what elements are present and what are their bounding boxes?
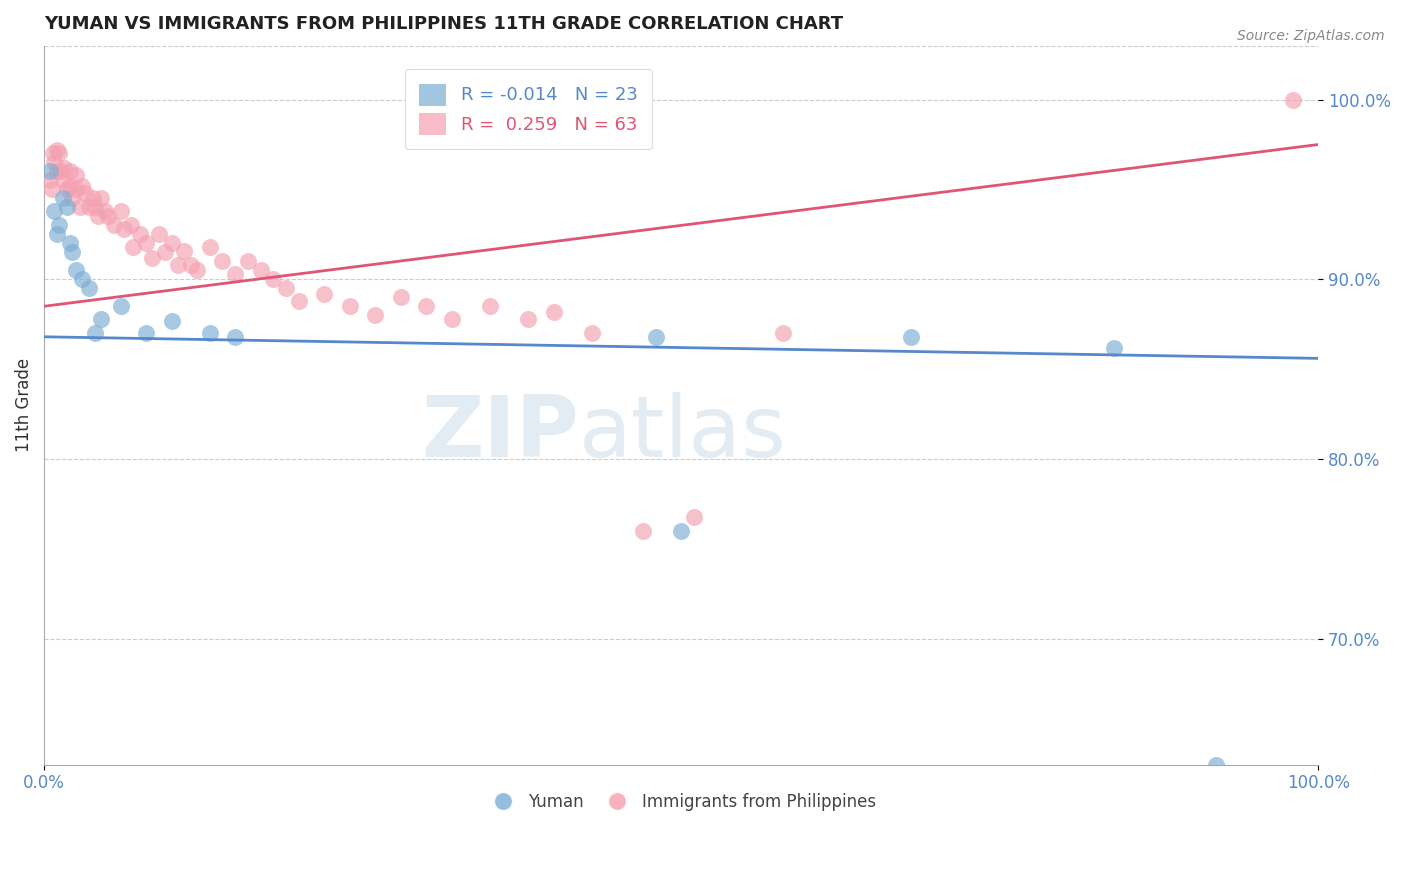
Point	[65, 263, 87, 277]
Point	[1281, 93, 1303, 107]
Point	[56, 201, 79, 215]
Point	[44, 155, 66, 169]
Point	[60, 245, 83, 260]
Point	[84, 326, 107, 341]
Point	[276, 281, 298, 295]
Point	[224, 267, 246, 281]
Point	[72, 178, 94, 193]
Point	[198, 240, 221, 254]
Point	[73, 186, 96, 200]
Point	[84, 201, 107, 215]
Point	[48, 219, 70, 233]
Point	[97, 210, 120, 224]
Point	[262, 272, 284, 286]
Point	[94, 204, 117, 219]
Point	[42, 146, 65, 161]
Point	[77, 201, 100, 215]
Point	[58, 236, 80, 251]
Point	[148, 227, 170, 242]
Point	[160, 313, 183, 327]
Point	[72, 272, 94, 286]
Point	[683, 509, 706, 524]
Point	[167, 258, 190, 272]
Point	[479, 299, 502, 313]
Point	[39, 173, 62, 187]
Point	[236, 254, 259, 268]
Point	[128, 227, 150, 242]
Text: atlas: atlas	[579, 392, 787, 475]
Point	[58, 178, 80, 193]
Point	[45, 227, 67, 242]
Point	[644, 330, 666, 344]
Point	[1205, 757, 1227, 772]
Point	[69, 201, 91, 215]
Text: YUMAN VS IMMIGRANTS FROM PHILIPPINES 11TH GRADE CORRELATION CHART: YUMAN VS IMMIGRANTS FROM PHILIPPINES 11T…	[44, 15, 844, 33]
Point	[1104, 341, 1126, 355]
Point	[440, 311, 463, 326]
Point	[48, 146, 70, 161]
Point	[110, 299, 132, 313]
Point	[141, 251, 163, 265]
Point	[110, 204, 132, 219]
Point	[58, 164, 80, 178]
Point	[86, 210, 108, 224]
Point	[122, 240, 145, 254]
Point	[77, 281, 100, 295]
Point	[90, 311, 112, 326]
Point	[90, 191, 112, 205]
Point	[45, 164, 67, 178]
Point	[103, 219, 125, 233]
Y-axis label: 11th Grade: 11th Grade	[15, 358, 32, 452]
Point	[249, 263, 271, 277]
Point	[112, 222, 135, 236]
Point	[581, 326, 603, 341]
Text: Source: ZipAtlas.com: Source: ZipAtlas.com	[1237, 29, 1385, 43]
Point	[135, 326, 157, 341]
Point	[49, 164, 72, 178]
Point	[389, 290, 412, 304]
Point	[198, 326, 221, 341]
Point	[415, 299, 437, 313]
Point	[45, 143, 67, 157]
Text: ZIP: ZIP	[422, 392, 579, 475]
Point	[288, 293, 311, 308]
Point	[153, 245, 176, 260]
Point	[517, 311, 540, 326]
Point	[65, 168, 87, 182]
Point	[44, 204, 66, 219]
Point	[900, 330, 922, 344]
Point	[224, 330, 246, 344]
Point	[669, 524, 692, 538]
Point	[364, 308, 387, 322]
Point	[56, 182, 79, 196]
Point	[173, 244, 195, 258]
Point	[39, 164, 62, 178]
Point	[339, 299, 361, 313]
Point	[120, 219, 142, 233]
Point	[135, 236, 157, 251]
Point	[52, 173, 75, 187]
Point	[160, 236, 183, 251]
Point	[60, 191, 83, 205]
Point	[772, 326, 794, 341]
Point	[631, 524, 654, 538]
Point	[186, 263, 208, 277]
Point	[82, 191, 104, 205]
Point	[65, 182, 87, 196]
Point	[41, 182, 63, 196]
Point	[543, 304, 565, 318]
Point	[53, 161, 76, 175]
Point	[180, 258, 202, 272]
Point	[314, 286, 336, 301]
Point	[52, 191, 75, 205]
Point	[211, 254, 233, 268]
Legend: Yuman, Immigrants from Philippines: Yuman, Immigrants from Philippines	[479, 786, 883, 817]
